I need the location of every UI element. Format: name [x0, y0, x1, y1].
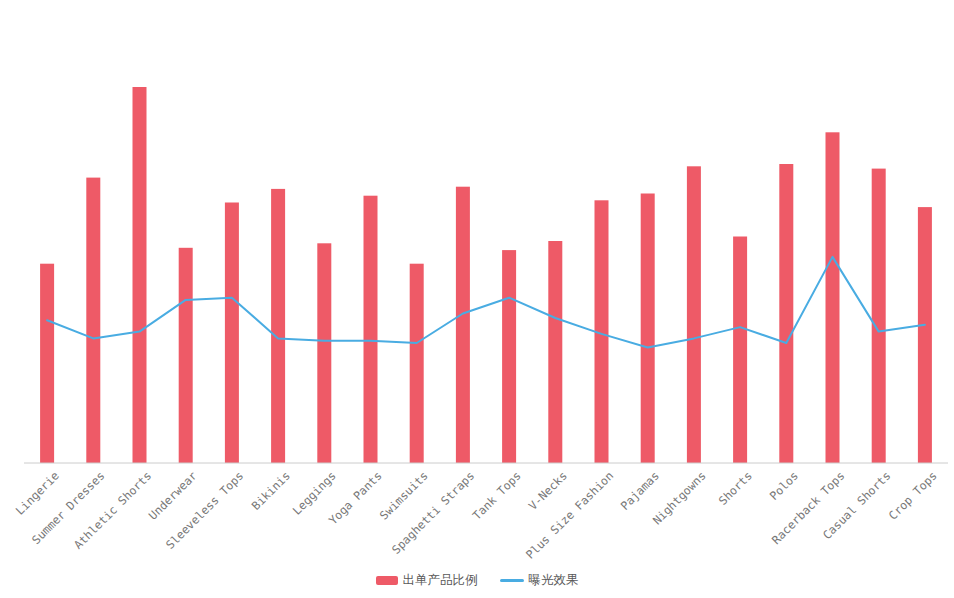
bar[interactable]: [548, 241, 562, 463]
bar[interactable]: [410, 264, 424, 463]
bar-series-marker-icon: [376, 576, 398, 585]
bar[interactable]: [872, 169, 886, 463]
bar[interactable]: [733, 237, 747, 464]
bar[interactable]: [133, 87, 147, 463]
bar[interactable]: [86, 178, 100, 463]
bar[interactable]: [502, 250, 516, 463]
bar-series: [40, 87, 932, 463]
legend-label-line-series: 曝光效果: [529, 572, 579, 589]
bar[interactable]: [779, 164, 793, 463]
legend-item-bar-series[interactable]: 出单产品比例: [376, 572, 478, 589]
legend-label-bar-series: 出单产品比例: [403, 572, 478, 589]
bar[interactable]: [179, 248, 193, 463]
bar[interactable]: [225, 203, 239, 464]
line-series-marker-icon: [500, 579, 524, 582]
bar[interactable]: [687, 166, 701, 463]
bar[interactable]: [364, 196, 378, 463]
legend: 出单产品比例 曝光效果: [0, 572, 954, 589]
bar[interactable]: [641, 194, 655, 464]
chart-canvas: LingerieSummer DressesAthletic ShortsUnd…: [0, 0, 954, 598]
bar[interactable]: [826, 132, 840, 463]
bar[interactable]: [456, 187, 470, 463]
bar[interactable]: [40, 264, 54, 463]
legend-item-line-series[interactable]: 曝光效果: [500, 572, 579, 589]
bar[interactable]: [918, 207, 932, 463]
bar[interactable]: [271, 189, 285, 463]
bar[interactable]: [317, 243, 331, 463]
